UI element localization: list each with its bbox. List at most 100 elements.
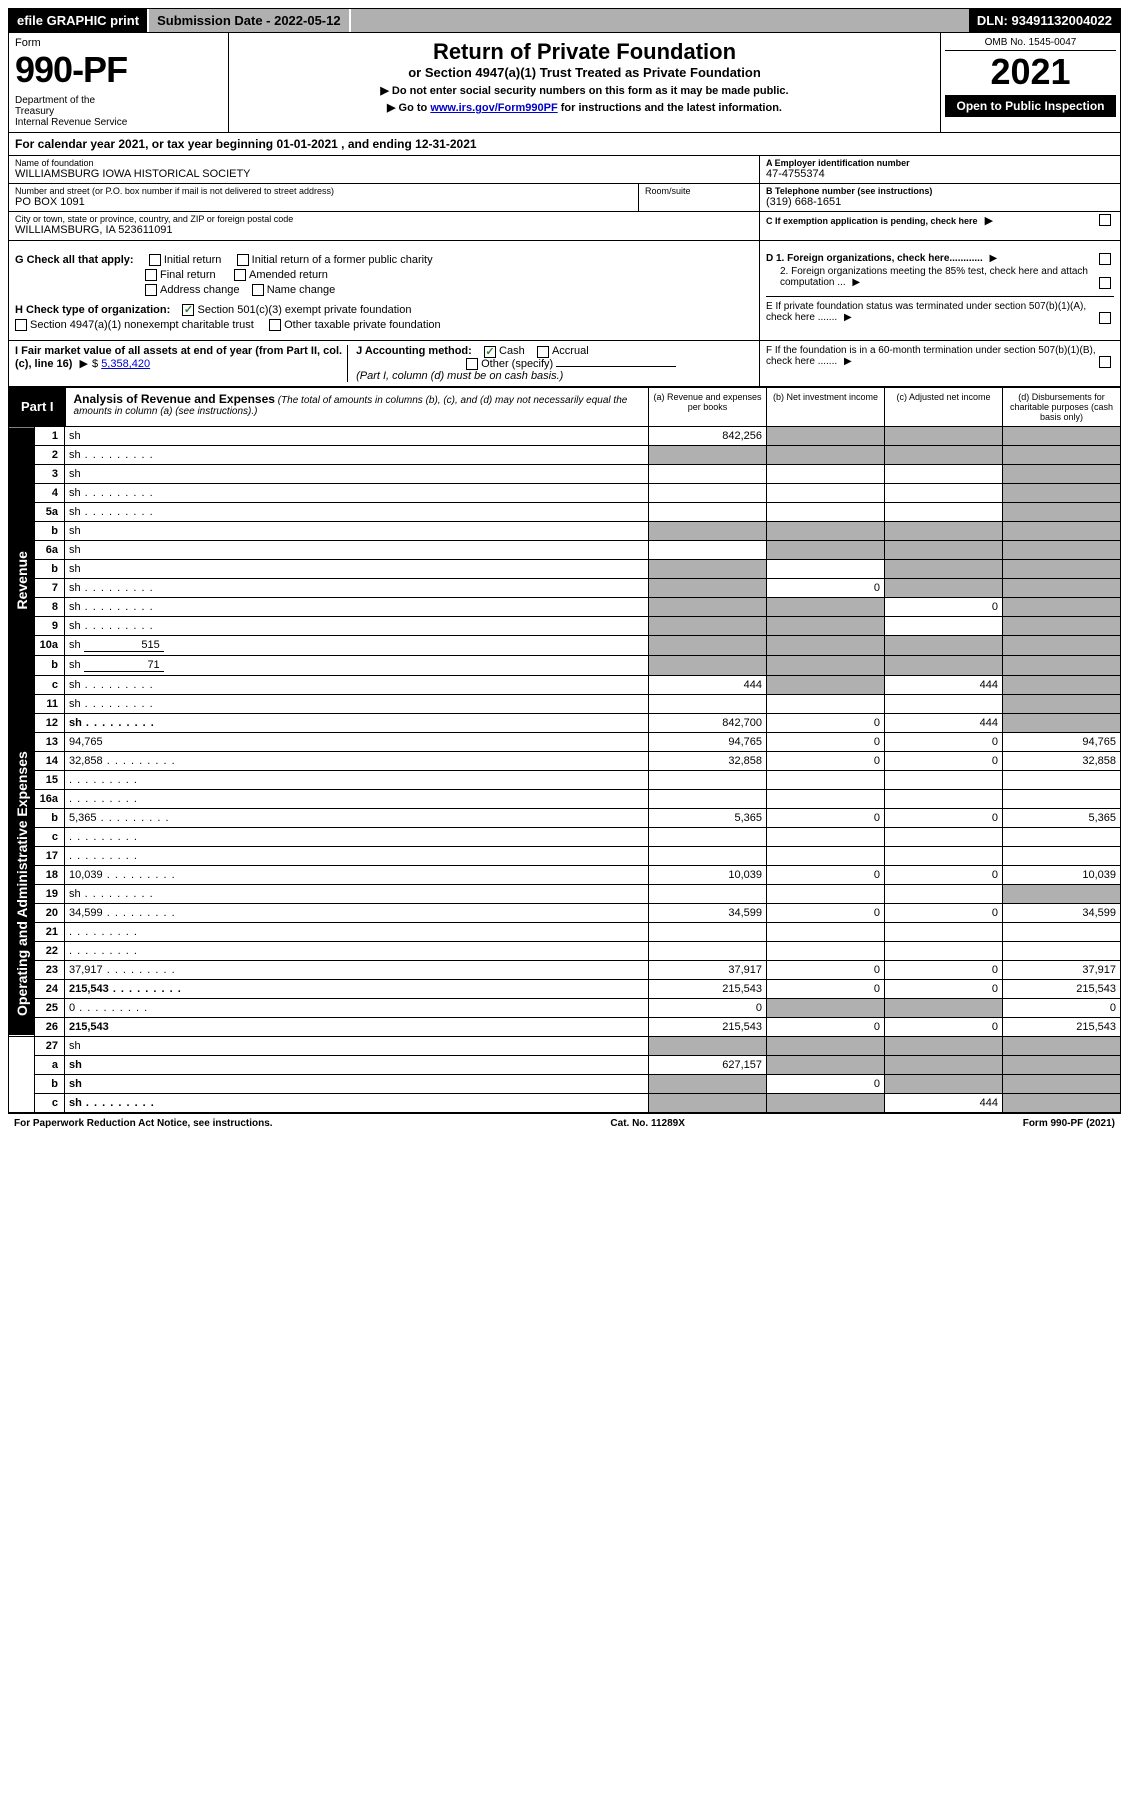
g-name-checkbox[interactable]	[252, 284, 264, 296]
street-label: Number and street (or P.O. box number if…	[15, 186, 632, 196]
table-row: 2034,59934,5990034,599	[9, 903, 1121, 922]
shaded-cell	[1003, 616, 1121, 635]
d1-checkbox[interactable]	[1099, 253, 1111, 265]
dept-treasury: Department of theTreasuryInternal Revenu…	[15, 95, 222, 128]
line-number: 10a	[35, 635, 65, 655]
form-subtitle: or Section 4947(a)(1) Trust Treated as P…	[239, 65, 930, 80]
fmv-value[interactable]: 5,358,420	[101, 358, 150, 370]
h-label: H Check type of organization:	[15, 304, 170, 316]
j-cash-checkbox[interactable]	[484, 346, 496, 358]
shaded-cell	[767, 427, 885, 446]
g-initial-former-checkbox[interactable]	[237, 254, 249, 266]
value-cell: 0	[767, 732, 885, 751]
h-4947-checkbox[interactable]	[15, 319, 27, 331]
shaded-cell	[1003, 1093, 1121, 1112]
table-row: 3sh	[9, 464, 1121, 483]
tax-year: 2021	[945, 51, 1116, 93]
value-cell: 10,039	[1003, 865, 1121, 884]
f-section: F If the foundation is in a 60-month ter…	[760, 341, 1120, 385]
shaded-cell	[1003, 1074, 1121, 1093]
shaded-cell	[649, 597, 767, 616]
form-word: Form	[15, 37, 222, 49]
shaded-cell	[767, 597, 885, 616]
line-number: 16a	[35, 789, 65, 808]
g-final-checkbox[interactable]	[145, 269, 157, 281]
value-cell	[767, 846, 885, 865]
table-row: 26215,543215,54300215,543	[9, 1017, 1121, 1036]
j-accrual-checkbox[interactable]	[537, 346, 549, 358]
value-cell: 0	[885, 751, 1003, 770]
table-row: csh444	[9, 1093, 1121, 1112]
value-cell	[649, 941, 767, 960]
shaded-cell	[885, 1036, 1003, 1055]
efile-label[interactable]: efile GRAPHIC print	[9, 9, 149, 32]
line-number: 19	[35, 884, 65, 903]
g-initial-checkbox[interactable]	[149, 254, 161, 266]
value-cell: 0	[885, 1017, 1003, 1036]
shaded-cell	[767, 675, 885, 694]
shaded-cell	[1003, 464, 1121, 483]
shaded-cell	[767, 655, 885, 675]
identity-right: A Employer identification number 47-4755…	[760, 156, 1120, 240]
shaded-cell	[1003, 884, 1121, 903]
d-e-section: D 1. Foreign organizations, check here..…	[760, 241, 1120, 340]
table-row: 6ash	[9, 540, 1121, 559]
value-cell: 215,543	[649, 979, 767, 998]
value-cell	[885, 483, 1003, 502]
value-cell: 32,858	[1003, 751, 1121, 770]
j-other-checkbox[interactable]	[466, 358, 478, 370]
value-cell: 0	[767, 808, 885, 827]
line-desc	[65, 846, 649, 865]
value-cell: 0	[885, 597, 1003, 616]
line-number: 4	[35, 483, 65, 502]
value-cell	[649, 483, 767, 502]
shaded-cell	[885, 521, 1003, 540]
table-row: 1810,03910,0390010,039	[9, 865, 1121, 884]
table-row: 19sh	[9, 884, 1121, 903]
value-cell: 842,256	[649, 427, 767, 446]
shaded-cell	[885, 427, 1003, 446]
side-label: Revenue	[9, 427, 35, 733]
phone-row: B Telephone number (see instructions) (3…	[760, 184, 1120, 212]
line-desc	[65, 827, 649, 846]
value-cell: 0	[649, 998, 767, 1017]
line-number: 27	[35, 1036, 65, 1055]
line-number: 7	[35, 578, 65, 597]
h-501c3-checkbox[interactable]	[182, 304, 194, 316]
shaded-cell	[1003, 597, 1121, 616]
value-cell: 94,765	[649, 732, 767, 751]
shaded-cell	[767, 445, 885, 464]
line-desc: sh	[65, 502, 649, 521]
shaded-cell	[767, 616, 885, 635]
value-cell: 0	[767, 1074, 885, 1093]
line-desc: 215,543	[65, 979, 649, 998]
c-checkbox[interactable]	[1099, 214, 1111, 226]
submission-date: Submission Date - 2022-05-12	[149, 9, 351, 32]
line-desc: sh	[65, 578, 649, 597]
footer-right: Form 990-PF (2021)	[1023, 1118, 1115, 1129]
table-row: 25000	[9, 998, 1121, 1017]
value-cell: 0	[885, 808, 1003, 827]
line-desc: 32,858	[65, 751, 649, 770]
g-address-checkbox[interactable]	[145, 284, 157, 296]
value-cell: 0	[767, 1017, 885, 1036]
value-cell: 34,599	[649, 903, 767, 922]
value-cell	[1003, 846, 1121, 865]
table-row: ash627,157	[9, 1055, 1121, 1074]
line-number: 23	[35, 960, 65, 979]
foundation-name: WILLIAMSBURG IOWA HISTORICAL SOCIETY	[15, 168, 753, 180]
value-cell	[649, 540, 767, 559]
f-checkbox[interactable]	[1099, 356, 1111, 368]
c-row: C If exemption application is pending, c…	[760, 212, 1120, 240]
table-row: 10ash 515	[9, 635, 1121, 655]
e-checkbox[interactable]	[1099, 312, 1111, 324]
check-section-gd: G Check all that apply: Initial return I…	[8, 241, 1121, 341]
d2-checkbox[interactable]	[1099, 277, 1111, 289]
table-row: 4sh	[9, 483, 1121, 502]
g-amended-checkbox[interactable]	[234, 269, 246, 281]
shaded-cell	[649, 521, 767, 540]
h-other-checkbox[interactable]	[269, 319, 281, 331]
irs-link[interactable]: www.irs.gov/Form990PF	[430, 102, 557, 114]
value-cell: 34,599	[1003, 903, 1121, 922]
value-cell	[767, 694, 885, 713]
